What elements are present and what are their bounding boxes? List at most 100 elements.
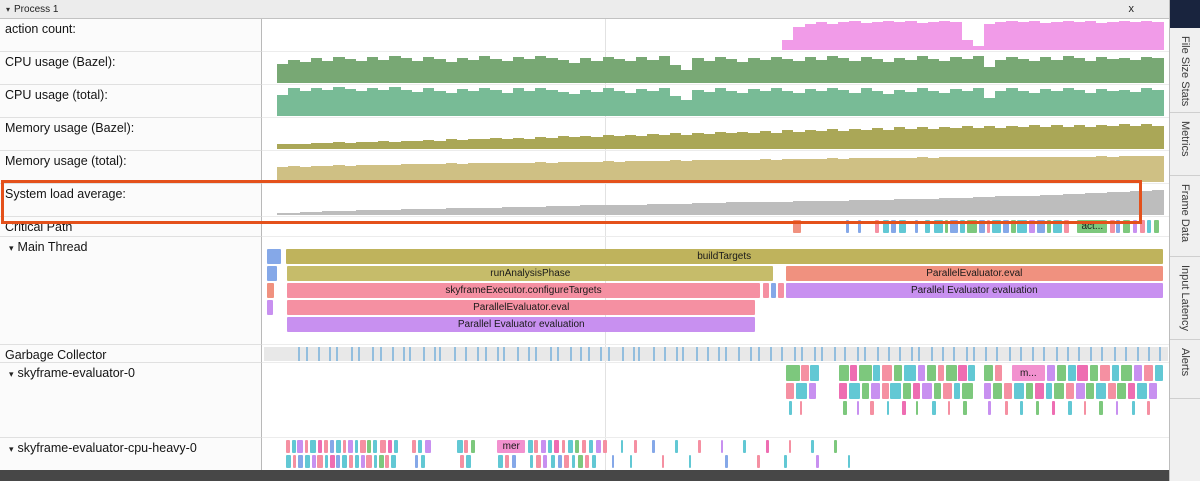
slice[interactable]: [1020, 401, 1023, 415]
gc-event-tick[interactable]: [1101, 347, 1104, 361]
gc-event-tick[interactable]: [638, 347, 641, 361]
slice[interactable]: [511, 455, 517, 468]
gc-event-tick[interactable]: [887, 347, 890, 361]
slice[interactable]: [297, 440, 303, 453]
gc-event-tick[interactable]: [298, 347, 301, 361]
slice[interactable]: [1077, 365, 1089, 381]
slice[interactable]: [886, 401, 890, 415]
slice[interactable]: [466, 455, 471, 468]
gc-event-tick[interactable]: [965, 347, 968, 361]
slice[interactable]: [785, 383, 795, 399]
slice[interactable]: [725, 455, 728, 468]
slice[interactable]: [425, 440, 431, 453]
track-label-cell[interactable]: action count:: [0, 19, 262, 52]
gc-event-tick[interactable]: [502, 347, 505, 361]
gc-event-tick[interactable]: [918, 347, 921, 361]
slice[interactable]: [962, 401, 967, 415]
slice[interactable]: [292, 455, 297, 468]
collapse-arrow-icon[interactable]: ▾: [9, 243, 14, 253]
slice-labeled[interactable]: Parallel Evaluator evaluation: [785, 283, 1163, 298]
slice[interactable]: [554, 440, 559, 453]
slice[interactable]: [1099, 401, 1103, 415]
gc-event-tick[interactable]: [497, 347, 500, 361]
slice[interactable]: [411, 440, 417, 453]
slice[interactable]: [1036, 220, 1045, 233]
slice[interactable]: [1011, 220, 1016, 233]
gc-event-tick[interactable]: [1077, 347, 1080, 361]
gc-event-tick[interactable]: [305, 347, 308, 361]
gc-event-tick[interactable]: [329, 347, 332, 361]
gc-event-tick[interactable]: [706, 347, 709, 361]
slice[interactable]: [330, 440, 334, 453]
slice[interactable]: [575, 440, 579, 453]
gc-event-tick[interactable]: [527, 347, 530, 361]
slice[interactable]: [763, 283, 769, 298]
slice[interactable]: [924, 220, 930, 233]
slice[interactable]: [953, 383, 961, 399]
gc-event-tick[interactable]: [1032, 347, 1035, 361]
slice[interactable]: [603, 440, 608, 453]
slice[interactable]: [266, 249, 282, 264]
slice[interactable]: [1116, 220, 1121, 233]
slice[interactable]: [1053, 383, 1064, 399]
slice[interactable]: [883, 220, 890, 233]
slice[interactable]: [418, 440, 422, 453]
slice[interactable]: [1056, 365, 1067, 381]
slice[interactable]: [266, 300, 273, 315]
slice[interactable]: [577, 455, 583, 468]
slice[interactable]: [845, 220, 850, 233]
slice[interactable]: [661, 455, 665, 468]
slice[interactable]: [947, 401, 951, 415]
slice[interactable]: [944, 220, 949, 233]
gc-event-tick[interactable]: [876, 347, 879, 361]
slice[interactable]: [354, 455, 360, 468]
gc-event-tick[interactable]: [549, 347, 552, 361]
slice-labeled[interactable]: runAnalysisPhase: [287, 266, 774, 281]
slice[interactable]: [323, 440, 329, 453]
gc-event-tick[interactable]: [681, 347, 684, 361]
slice[interactable]: [536, 455, 541, 468]
gc-event-tick[interactable]: [942, 347, 944, 361]
slice[interactable]: [571, 455, 576, 468]
gc-event-tick[interactable]: [423, 347, 426, 361]
gc-event-tick[interactable]: [820, 347, 823, 361]
slice[interactable]: [986, 220, 991, 233]
gc-event-tick[interactable]: [793, 347, 796, 361]
slice[interactable]: [596, 440, 601, 453]
slice[interactable]: [838, 365, 850, 381]
gc-event-tick[interactable]: [1090, 347, 1093, 361]
track-label-cell[interactable]: ▾ skyframe-evaluator-cpu-heavy-0: [0, 438, 262, 471]
slice[interactable]: [933, 220, 943, 233]
slice[interactable]: [1035, 401, 1040, 415]
slice[interactable]: [850, 365, 857, 381]
gc-event-tick[interactable]: [696, 347, 699, 361]
slice[interactable]: [390, 455, 397, 468]
slice[interactable]: [1046, 220, 1052, 233]
slice[interactable]: [1075, 383, 1085, 399]
gc-event-tick[interactable]: [433, 347, 436, 361]
gc-event-tick[interactable]: [1124, 347, 1127, 361]
slice[interactable]: [335, 440, 341, 453]
slice[interactable]: [1003, 383, 1012, 399]
slice[interactable]: [558, 455, 562, 468]
slice[interactable]: [1108, 383, 1116, 399]
slice[interactable]: [968, 365, 975, 381]
slice[interactable]: [354, 440, 359, 453]
slice[interactable]: [581, 440, 587, 453]
slice[interactable]: [785, 365, 801, 381]
slice[interactable]: [857, 220, 861, 233]
process-header-bar[interactable]: ▾ Process 1 x: [0, 0, 1170, 19]
slice[interactable]: [926, 365, 936, 381]
slice[interactable]: [318, 440, 322, 453]
slice[interactable]: [793, 220, 802, 233]
slice[interactable]: [1100, 365, 1111, 381]
gc-event-tick[interactable]: [1008, 347, 1011, 361]
slice[interactable]: [1090, 365, 1099, 381]
gc-event-tick[interactable]: [717, 347, 720, 361]
slice[interactable]: [304, 440, 309, 453]
gc-event-tick[interactable]: [911, 347, 914, 361]
slice[interactable]: [1149, 383, 1158, 399]
gc-event-tick[interactable]: [484, 347, 487, 361]
slice[interactable]: [620, 440, 624, 453]
gc-event-tick[interactable]: [607, 347, 610, 361]
